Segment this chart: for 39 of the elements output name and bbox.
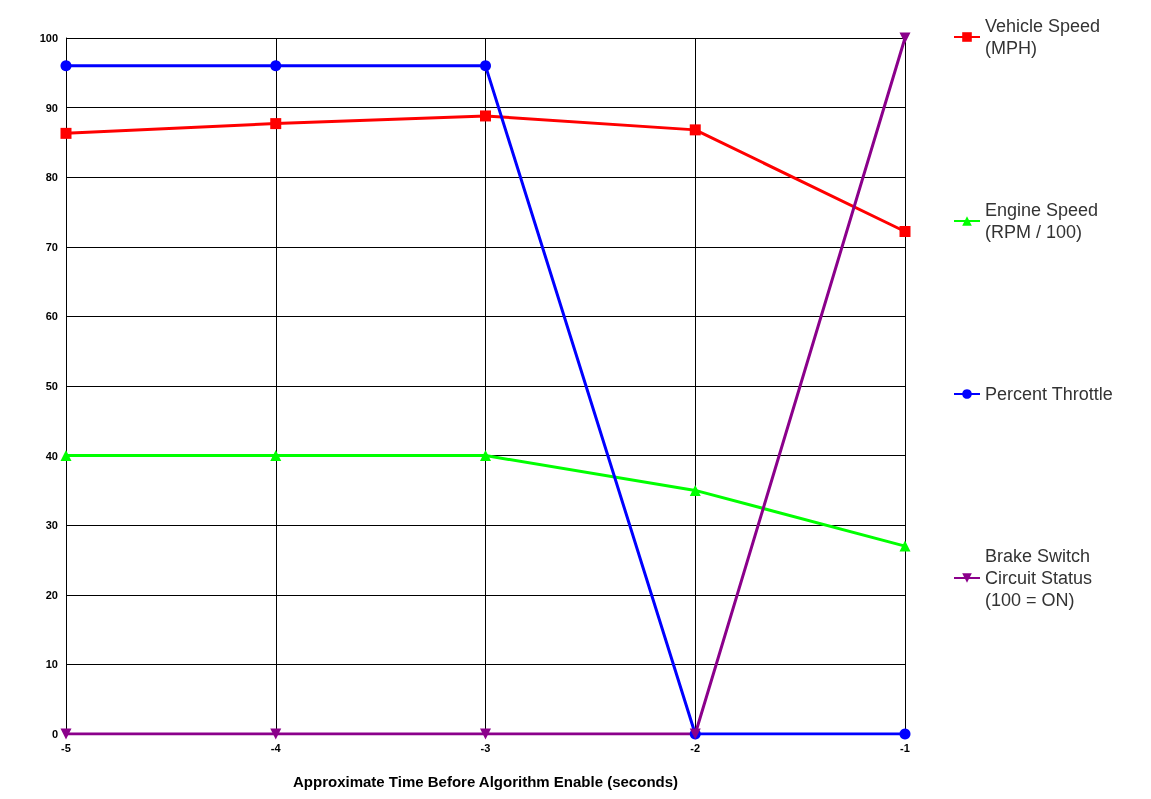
point: [480, 110, 491, 122]
y-tick-label: 50: [45, 380, 58, 392]
point: [480, 60, 491, 72]
y-tick-label: 90: [45, 101, 58, 114]
x-tick-label: -4: [270, 741, 282, 754]
point: [899, 32, 911, 44]
point: [270, 728, 282, 740]
point: [480, 728, 491, 740]
y-tick-label: 70: [45, 240, 58, 253]
point: [60, 127, 72, 139]
y-tick-label: 30: [45, 519, 58, 532]
legend-label: Brake Switch Circuit Status (100 = ON): [985, 546, 1098, 610]
x-tick-label: -3: [480, 741, 491, 754]
point: [270, 60, 282, 72]
x-tick-label: -1: [900, 741, 910, 754]
y-tick-label: 0: [51, 728, 58, 740]
point: [60, 450, 72, 462]
point: [270, 118, 282, 130]
point: [689, 124, 701, 136]
x-tick-label: -5: [61, 741, 71, 754]
y-tick-label: 60: [45, 310, 58, 323]
legend-label: Percent Throttle: [985, 384, 1113, 404]
x-tick-label: -2: [690, 741, 701, 754]
y-tick-label: 40: [45, 449, 58, 462]
legend-label: Engine Speed (RPM / 100): [985, 200, 1104, 242]
point: [480, 450, 491, 462]
y-tick-label: 20: [45, 588, 58, 601]
y-tick-label: 10: [45, 658, 58, 671]
point: [60, 728, 72, 740]
point: [270, 450, 282, 462]
point: [899, 540, 911, 552]
point: [689, 484, 701, 496]
y-tick-label: 80: [45, 171, 58, 184]
point: [60, 60, 72, 72]
x-axis-title: Approximate Time Before Algorithm Enable (seconds): [292, 773, 679, 790]
point: [899, 225, 911, 237]
legend-label: Vehicle Speed (MPH): [985, 16, 1106, 58]
point: [899, 728, 911, 740]
y-tick-label: 100: [39, 32, 58, 44]
